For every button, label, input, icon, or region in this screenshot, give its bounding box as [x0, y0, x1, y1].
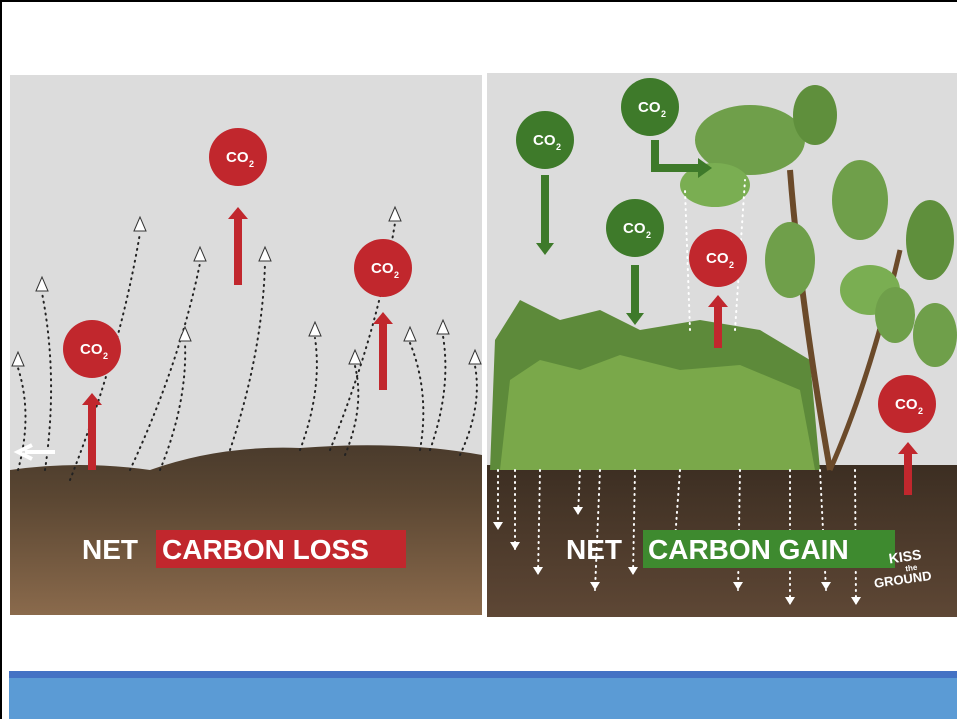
leaf [765, 222, 815, 298]
co2-text: CO [371, 260, 394, 277]
co2-text: CO [533, 132, 556, 149]
down-arrow-shaft [631, 265, 639, 315]
up-arrow-shaft [379, 322, 387, 390]
label-net: NET [566, 534, 622, 565]
loss-label: NET CARBON LOSS [82, 530, 406, 568]
co2-subscript: 2 [661, 109, 666, 119]
up-arrow-shaft [714, 305, 722, 348]
footer-stripe [9, 671, 957, 678]
leaf [906, 200, 954, 280]
down-arrow-shaft [541, 175, 549, 245]
co2-text: CO [623, 220, 646, 237]
co2-text: CO [895, 396, 918, 413]
co2-subscript: 2 [249, 159, 254, 169]
label-net: NET [82, 534, 138, 565]
co2-text: CO [226, 149, 249, 166]
co2-subscript: 2 [556, 142, 561, 152]
leaf [913, 303, 957, 367]
co2-text: CO [80, 341, 103, 358]
co2-subscript: 2 [394, 270, 399, 280]
co2-subscript: 2 [729, 260, 734, 270]
slide: CO2CO2CO2CO2CO2CO2CO2CO2 NET CARBON LOSS… [0, 0, 957, 719]
up-arrow-shaft [904, 452, 912, 495]
label-highlight: CARBON GAIN [648, 534, 849, 565]
label-highlight: CARBON LOSS [162, 534, 369, 565]
co2-text: CO [706, 250, 729, 267]
co2-subscript: 2 [918, 406, 923, 416]
co2-subscript: 2 [103, 351, 108, 361]
footer-bar [9, 671, 957, 719]
leaf [832, 160, 888, 240]
co2-text: CO [638, 99, 661, 116]
up-arrow-shaft [88, 403, 96, 470]
up-arrow-shaft [234, 217, 242, 285]
co2-subscript: 2 [646, 230, 651, 240]
leaf [793, 85, 837, 145]
gain-label: NET CARBON GAIN [566, 530, 895, 568]
leaf [875, 287, 915, 343]
